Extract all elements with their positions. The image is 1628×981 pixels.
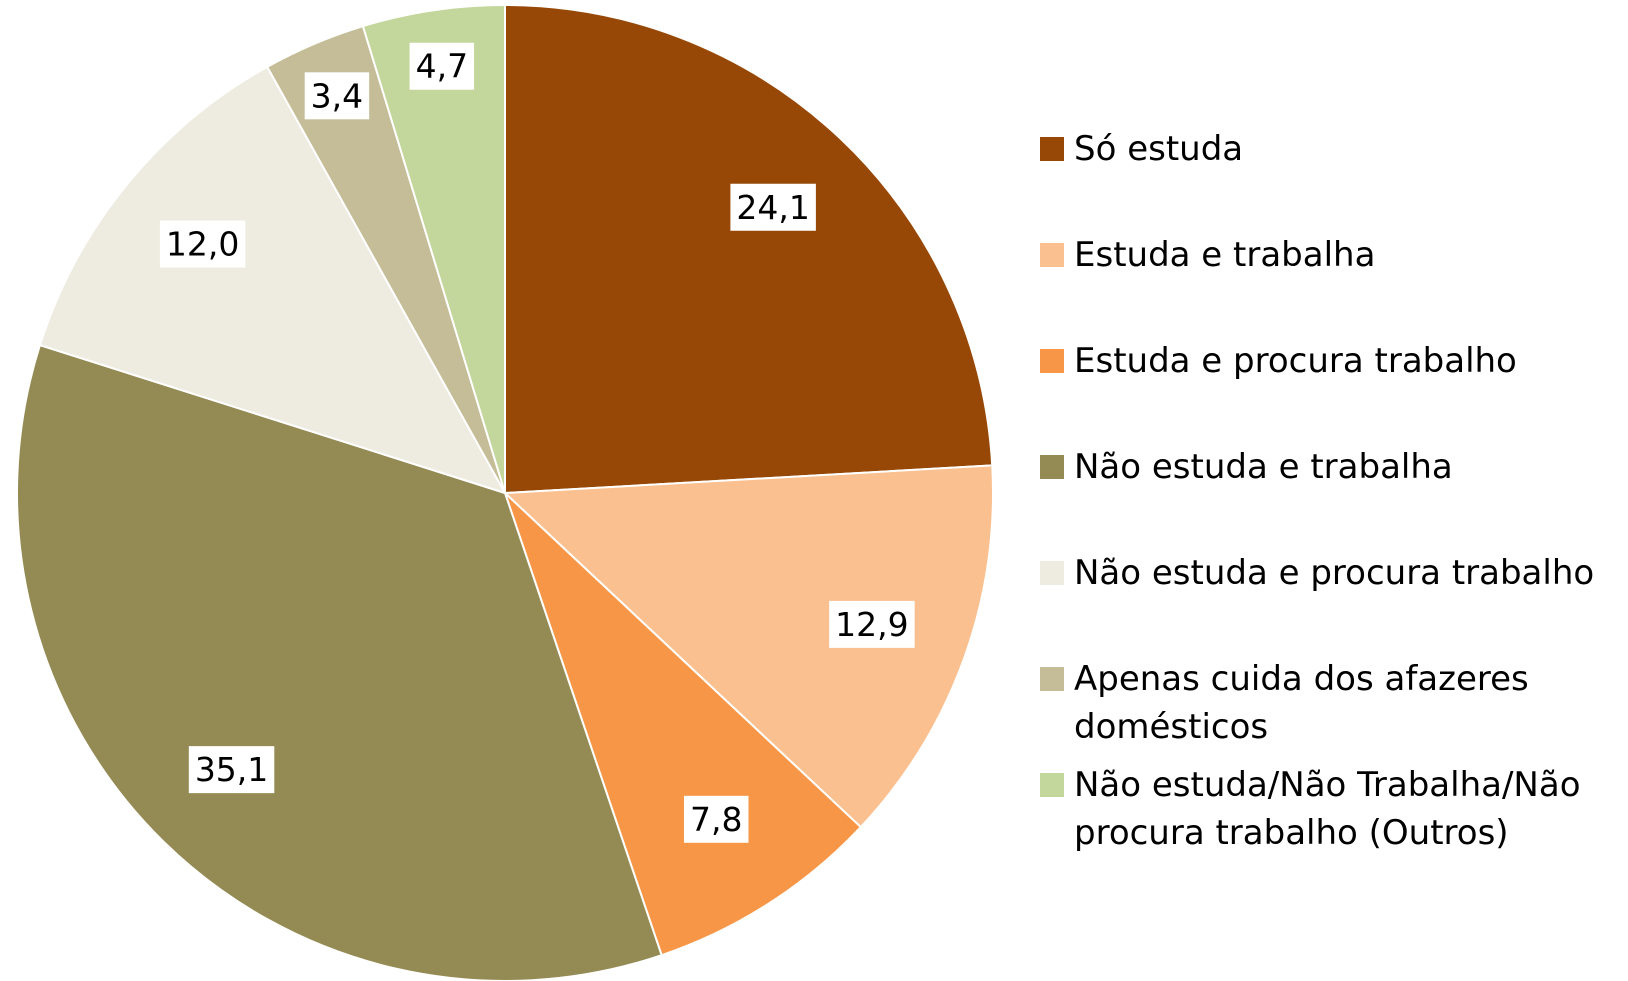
- data-label-box: [188, 746, 275, 794]
- data-label-text: 12,9: [835, 605, 908, 644]
- pie-slice: [504, 492, 863, 957]
- legend-item: Não estuda e trabalha: [1040, 443, 1626, 491]
- legend-label: Não estuda e trabalha: [1074, 447, 1453, 487]
- legend-label: Estuda e trabalha: [1074, 235, 1376, 275]
- legend-item: Não estuda e procura trabalho: [1040, 549, 1626, 597]
- legend-swatch: [1040, 349, 1064, 373]
- legend-label: Não estuda/Não Trabalha/Não procura trab…: [1074, 765, 1581, 853]
- legend-label: Só estuda: [1074, 129, 1244, 169]
- legend-label: Não estuda e procura trabalho: [1074, 553, 1595, 593]
- legend-swatch: [1040, 773, 1064, 797]
- legend-item: Só estuda: [1040, 125, 1626, 173]
- data-label-box: [409, 42, 475, 90]
- legend-swatch: [1040, 667, 1064, 691]
- data-label-text: 4,7: [416, 47, 468, 86]
- data-label-text: 24,1: [736, 188, 809, 227]
- data-label: 12,9: [829, 600, 915, 648]
- legend-swatch: [1040, 137, 1064, 161]
- data-label: 12,0: [159, 220, 246, 268]
- legend-label: Apenas cuida dos afazeres domésticos: [1074, 659, 1529, 747]
- data-label-box: [159, 220, 246, 268]
- pie-area: 24,1 12,9 7,8 35,1 12,0 3,4 4,7: [16, 3, 994, 981]
- legend-swatch: [1040, 561, 1064, 585]
- data-label: 35,1: [188, 746, 275, 794]
- data-label-box: [730, 183, 816, 231]
- data-label-box: [304, 72, 370, 120]
- data-label: 4,7: [409, 42, 475, 90]
- legend-label: Estuda e procura trabalho: [1074, 341, 1517, 381]
- data-label: 3,4: [304, 72, 370, 120]
- legend-item: Estuda e trabalha: [1040, 231, 1626, 279]
- legend-item: Estuda e procura trabalho: [1040, 337, 1626, 385]
- data-label: 24,1: [730, 183, 816, 231]
- pie-slice: [38, 65, 508, 495]
- legend-item: Não estuda/Não Trabalha/Não procura trab…: [1040, 761, 1626, 857]
- data-label-box: [829, 600, 915, 648]
- legend-swatch: [1040, 455, 1064, 479]
- data-label-text: 7,8: [690, 800, 742, 839]
- data-label: 7,8: [684, 795, 749, 843]
- pie-slice: [361, 3, 506, 494]
- legend-item: Apenas cuida dos afazeres domésticos: [1040, 655, 1626, 751]
- data-label-box: [684, 795, 749, 843]
- pie-slice: [504, 3, 994, 495]
- data-label-text: 12,0: [166, 225, 239, 264]
- legend-swatch: [1040, 243, 1064, 267]
- data-label-text: 35,1: [195, 750, 268, 789]
- pie-slice: [502, 464, 994, 829]
- data-label-text: 3,4: [311, 76, 363, 115]
